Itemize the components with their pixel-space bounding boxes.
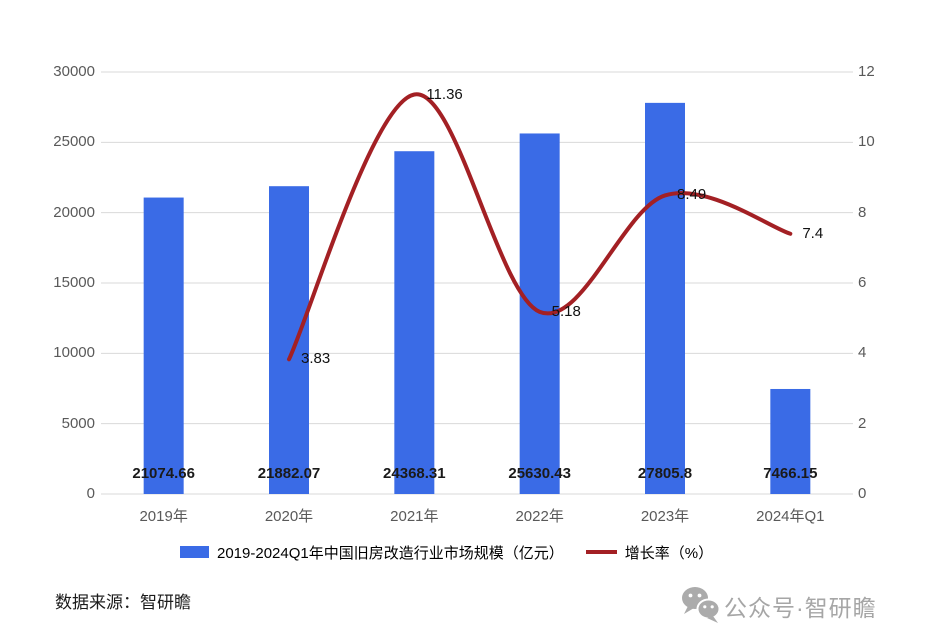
- legend-line-label: 增长率（%）: [624, 544, 714, 562]
- legend-bar-label: 2019-2024Q1年中国旧房改造行业市场规模（亿元）: [217, 544, 564, 562]
- line-value-label: 3.83: [301, 350, 331, 368]
- y-axis-tick-left: 15000: [53, 274, 95, 291]
- legend-line-swatch: [585, 550, 617, 554]
- wechat-account-label: 公众号·智研瞻: [724, 595, 877, 621]
- bar: [394, 151, 435, 494]
- data-source-note: 数据来源：智研瞻: [55, 593, 191, 612]
- bar: [269, 186, 309, 495]
- y-axis-tick-left: 25000: [53, 133, 95, 151]
- y-axis-tick-left: 5000: [61, 414, 95, 432]
- x-axis-label: 2021年: [390, 508, 439, 525]
- y-axis-tick-right: 4: [858, 344, 867, 362]
- x-axis-label: 2019年: [139, 508, 188, 525]
- line-series: [287, 92, 793, 362]
- bar-value-label: 27805.8: [637, 465, 693, 482]
- wechat-icon: [682, 587, 721, 623]
- bar: [645, 102, 685, 494]
- y-axis-tick-left: 10000: [53, 344, 95, 362]
- x-axis-label: 2024年Q1: [756, 508, 825, 525]
- bar-series: [143, 102, 811, 495]
- x-axis-label: 2022年: [515, 508, 564, 525]
- y-axis-tick-right: 12: [858, 63, 875, 80]
- y-axis-tick-left: 20000: [53, 203, 95, 221]
- legend: 2019-2024Q1年中国旧房改造行业市场规模（亿元） 增长率（%）: [180, 543, 714, 562]
- y-axis-tick-right: 8: [858, 203, 867, 221]
- y-axis-tick-right: 0: [858, 485, 867, 502]
- y-axis-tick-right: 2: [858, 414, 867, 432]
- line-value-label: 5.18: [551, 302, 581, 320]
- y-axis-tick-left: 30000: [53, 63, 95, 80]
- line-value-label: 7.4: [802, 224, 824, 242]
- y-axis-tick-right: 10: [858, 133, 875, 151]
- bar-value-label: 7466.15: [763, 465, 818, 482]
- growth-line: [287, 92, 793, 362]
- bar-value-label: 21074.66: [132, 465, 195, 482]
- bar-value-label: 25630.43: [508, 465, 571, 482]
- bar: [143, 197, 184, 494]
- y-axis-tick-left: 0: [86, 485, 95, 502]
- bar-value-label: 24368.31: [383, 465, 446, 482]
- x-axis-label: 2023年: [640, 508, 690, 525]
- bar-value-label: 21882.07: [257, 465, 321, 482]
- gridlines: [101, 71, 853, 495]
- line-value-label: 8.49: [677, 186, 707, 204]
- legend-bar-swatch: [180, 546, 209, 558]
- y-axis-tick-right: 6: [858, 274, 867, 291]
- x-axis-label: 2020年: [264, 508, 314, 525]
- line-value-label: 11.36: [426, 85, 463, 103]
- bar: [770, 388, 811, 494]
